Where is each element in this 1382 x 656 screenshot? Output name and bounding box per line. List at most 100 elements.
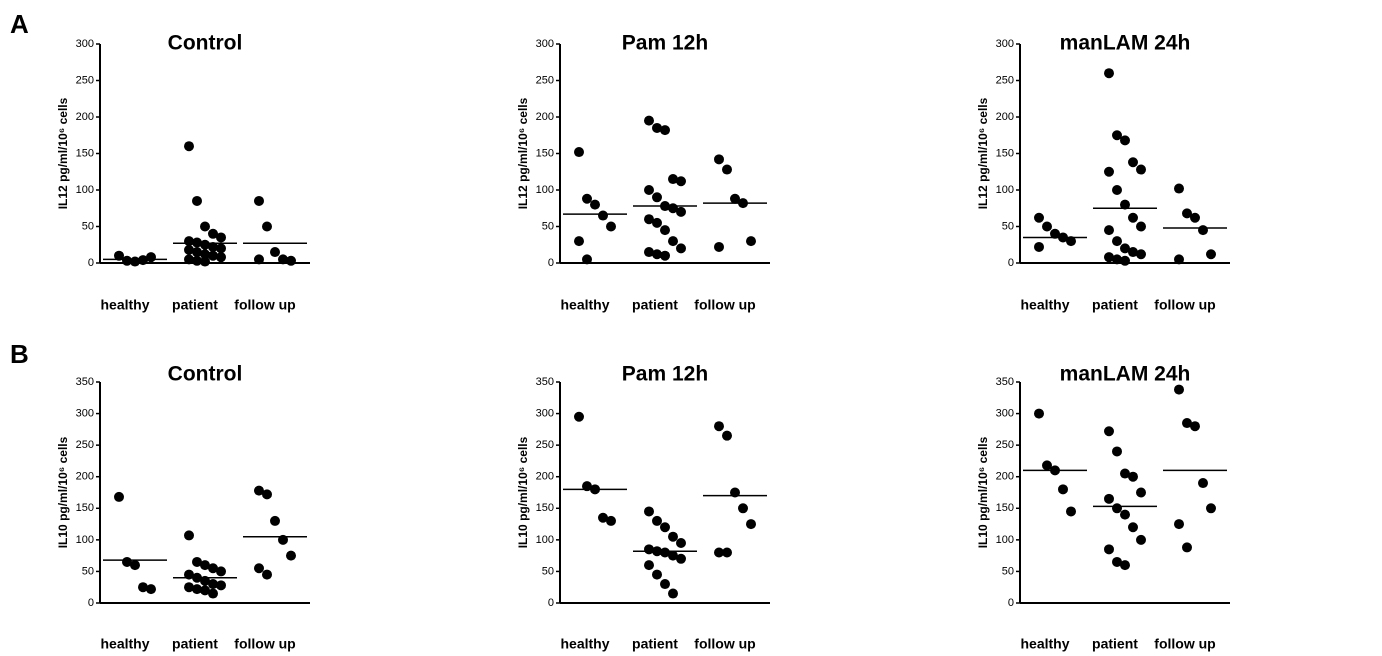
chart-title: manLAM 24h [1060,363,1191,386]
dot [714,421,724,432]
dot [598,512,608,523]
dot [676,206,686,217]
dot [652,569,662,580]
dot [1120,468,1130,479]
dot [1112,236,1122,247]
dot [1128,212,1138,223]
x-tick-label: follow up [694,297,755,313]
dot [652,249,662,260]
dot [1120,135,1130,146]
dot [114,250,124,261]
dot [200,239,210,250]
dot [746,519,756,530]
dot [208,228,218,239]
dot [714,547,724,558]
y-tick-label: 300 [536,407,554,419]
dot [1104,225,1114,236]
dot [714,154,724,165]
y-tick-label: 250 [996,439,1014,451]
dot [660,547,670,558]
chart-title: Control [168,363,243,386]
x-tick-label: healthy [1020,636,1069,652]
dot [652,515,662,526]
dot [574,236,584,247]
dot [270,515,280,526]
chart-title: Pam 12h [622,32,708,55]
dot [1034,408,1044,419]
dot [138,582,148,593]
dot [1174,384,1184,395]
y-axis-label: IL12 pg/ml/10⁶ cells [976,97,990,209]
panel-label: A [10,9,29,39]
dot [714,241,724,252]
x-tick-label: follow up [1154,297,1215,313]
y-tick-label: 100 [996,184,1014,196]
dot [1136,487,1146,498]
y-tick-label: 100 [536,534,554,546]
dot [1104,252,1114,263]
y-tick-label: 150 [996,502,1014,514]
dot [216,232,226,243]
y-tick-label: 0 [88,597,94,609]
dot [146,252,156,263]
dot [1182,542,1192,553]
dot [286,255,296,266]
chart-title: Control [168,32,243,55]
x-tick-label: patient [172,636,218,652]
x-tick-label: healthy [1020,297,1069,313]
x-tick-label: patient [1092,297,1138,313]
dot [606,221,616,232]
dot [1190,212,1200,223]
y-tick-label: 0 [548,257,554,269]
dot [676,176,686,187]
dot [192,255,202,266]
dot [1104,544,1114,555]
y-tick-label: 150 [76,147,94,159]
dot [644,506,654,517]
dot [1104,493,1114,504]
dot [262,221,272,232]
dot [254,485,264,496]
dot [574,411,584,422]
dot [192,584,202,595]
y-tick-label: 100 [996,534,1014,546]
y-tick-label: 200 [536,111,554,123]
x-tick-label: patient [172,297,218,313]
dot [652,192,662,203]
dot [1112,503,1122,514]
x-tick-label: healthy [100,636,149,652]
y-tick-label: 100 [76,184,94,196]
dot [1120,255,1130,266]
x-tick-label: healthy [560,636,609,652]
dot [1136,249,1146,260]
dot [1050,228,1060,239]
y-tick-label: 250 [76,74,94,86]
y-tick-label: 300 [996,38,1014,50]
y-tick-label: 150 [536,502,554,514]
dot [1042,221,1052,232]
dot [1104,166,1114,177]
dot [146,584,156,595]
y-tick-label: 0 [1008,257,1014,269]
dot [130,560,140,571]
y-tick-label: 50 [82,220,94,232]
dot [262,489,272,500]
dot [184,141,194,152]
y-tick-label: 350 [996,376,1014,388]
y-axis-label: IL10 pg/ml/10⁶ cells [516,436,530,548]
dot [644,560,654,571]
dot [660,225,670,236]
dot [192,556,202,567]
y-tick-label: 250 [996,74,1014,86]
dot [200,560,210,571]
y-axis-label: IL10 pg/ml/10⁶ cells [56,436,70,548]
dot [192,247,202,258]
dot [652,122,662,133]
y-tick-label: 50 [82,565,94,577]
dot [1034,212,1044,223]
dot [200,256,210,267]
dot [644,185,654,195]
dot [254,563,264,574]
dot [1112,130,1122,141]
dot [590,199,600,210]
